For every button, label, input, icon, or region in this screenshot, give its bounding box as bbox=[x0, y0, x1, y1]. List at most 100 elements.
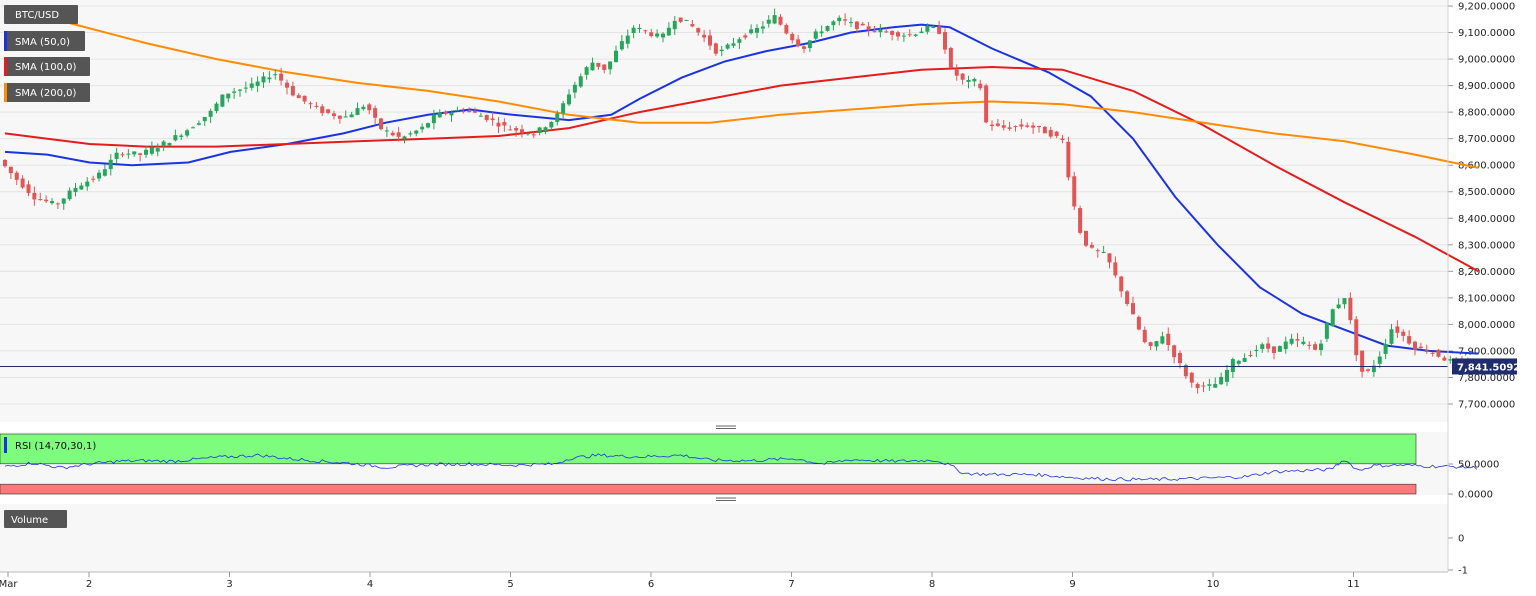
candle-body bbox=[702, 34, 707, 38]
volume-y-tick-label: 0 bbox=[1458, 534, 1464, 545]
candle-body bbox=[649, 32, 654, 37]
candle-body bbox=[50, 201, 54, 204]
candle-body bbox=[719, 49, 724, 52]
pane-resize-handle-2[interactable] bbox=[0, 495, 1448, 504]
candle-body bbox=[3, 159, 7, 167]
rsi-line bbox=[4, 453, 1477, 482]
candle-body bbox=[1295, 339, 1300, 341]
candle-body bbox=[320, 106, 325, 114]
candle-body bbox=[379, 118, 383, 130]
candle-body bbox=[549, 121, 554, 128]
candle-body bbox=[1395, 326, 1400, 333]
candle-body bbox=[584, 67, 589, 75]
candle-body bbox=[866, 26, 871, 31]
candle-body bbox=[655, 33, 660, 37]
candle-body bbox=[38, 199, 43, 201]
candle-body bbox=[1001, 125, 1006, 128]
legend-sma100-box bbox=[4, 57, 90, 76]
candle-body bbox=[249, 83, 254, 88]
candle-body bbox=[760, 26, 765, 29]
legend-sma50[interactable]: SMA (50,0) bbox=[4, 31, 85, 51]
candle-body bbox=[155, 148, 160, 152]
candle-body bbox=[132, 151, 137, 155]
candle-body bbox=[1219, 376, 1224, 385]
candle-body bbox=[796, 39, 801, 47]
candle-body bbox=[1207, 384, 1212, 386]
candle-body bbox=[1189, 372, 1194, 383]
candle-body bbox=[1348, 297, 1353, 321]
y-tick-label: 7,800.0000 bbox=[1458, 373, 1515, 384]
x-tick-label: 11 bbox=[1347, 579, 1360, 590]
candle-body bbox=[149, 147, 154, 154]
candle-body bbox=[1078, 208, 1083, 233]
y-tick-label: 9,000.0000 bbox=[1458, 55, 1515, 66]
legend-volume-label: Volume bbox=[11, 515, 48, 526]
candle-body bbox=[819, 31, 824, 34]
volume-pane[interactable]: -1 0 Volume bbox=[0, 504, 1468, 577]
candle-body bbox=[1072, 176, 1077, 207]
candle-body bbox=[884, 31, 889, 33]
candle-body bbox=[825, 25, 830, 31]
candle-body bbox=[473, 110, 477, 113]
candle-body bbox=[520, 129, 524, 133]
candle-body bbox=[102, 169, 107, 176]
candle-body bbox=[314, 105, 319, 107]
candle-body bbox=[943, 32, 947, 50]
candle-body bbox=[8, 166, 13, 174]
candle-body bbox=[1448, 359, 1453, 361]
candle-body bbox=[913, 34, 918, 36]
candle-body bbox=[1007, 127, 1012, 129]
rsi-y-axis: 0.0000 50.0000 bbox=[1448, 460, 1499, 501]
candle-body bbox=[1413, 341, 1417, 350]
legend-sma200[interactable]: SMA (200,0) bbox=[4, 83, 90, 102]
candle-body bbox=[972, 78, 977, 82]
candle-body bbox=[1377, 356, 1382, 364]
candle-body bbox=[1095, 250, 1100, 252]
candle-body bbox=[678, 17, 683, 22]
legend-rsi[interactable]: RSI (14,70,30,1) bbox=[4, 436, 108, 454]
candle-body bbox=[625, 35, 630, 44]
candle-body bbox=[1225, 369, 1229, 382]
candle-body bbox=[196, 123, 201, 125]
candle-body bbox=[1213, 384, 1218, 388]
candle-body bbox=[637, 27, 642, 29]
candle-body bbox=[1418, 346, 1423, 349]
candle-body bbox=[1178, 352, 1182, 364]
candle-body bbox=[373, 108, 378, 118]
candle-body bbox=[484, 115, 489, 121]
legend-volume[interactable]: Volume bbox=[4, 510, 67, 528]
candle-body bbox=[120, 154, 125, 156]
legend-symbol[interactable]: BTC/USD bbox=[4, 5, 78, 24]
candle-body bbox=[285, 82, 289, 88]
candle-body bbox=[402, 136, 407, 139]
candle-body bbox=[561, 103, 566, 114]
candle-body bbox=[1424, 350, 1429, 352]
candle-body bbox=[308, 103, 313, 105]
pane-resize-handle[interactable] bbox=[0, 422, 1448, 432]
candle-body bbox=[384, 130, 389, 132]
x-tick-label: 4 bbox=[367, 579, 373, 590]
price-pane[interactable]: 7,700.0000 7,800.0000 7,900.0000 8,000.0000… bbox=[0, 0, 1520, 422]
y-tick-label: 8,100.0000 bbox=[1458, 293, 1515, 304]
candle-body bbox=[919, 31, 924, 34]
rsi-pane[interactable]: 0.0000 50.0000 RSI (14,70,30,1) bbox=[0, 432, 1499, 501]
x-tick-label: Mar bbox=[0, 579, 18, 590]
candle-body bbox=[173, 135, 178, 141]
last-price-box bbox=[1452, 358, 1517, 375]
candle-body bbox=[1242, 357, 1247, 362]
candle-body bbox=[79, 185, 84, 190]
candle-body bbox=[1336, 304, 1341, 309]
candle-body bbox=[1307, 344, 1312, 346]
x-tick-label: 6 bbox=[648, 579, 654, 590]
legend-sma100[interactable]: SMA (100,0) bbox=[4, 57, 90, 76]
candle-body bbox=[420, 126, 425, 130]
x-tick-label: 9 bbox=[1069, 579, 1075, 590]
candle-body bbox=[525, 133, 530, 135]
time-axis[interactable]: Mar 2 3 4 5 6 7 8 9 10 11 bbox=[0, 571, 1448, 596]
candle-body bbox=[749, 29, 754, 34]
candle-body bbox=[496, 122, 501, 127]
y-tick-label: 8,500.0000 bbox=[1458, 187, 1515, 198]
candle-body bbox=[731, 43, 736, 46]
candle-body bbox=[1042, 126, 1047, 134]
